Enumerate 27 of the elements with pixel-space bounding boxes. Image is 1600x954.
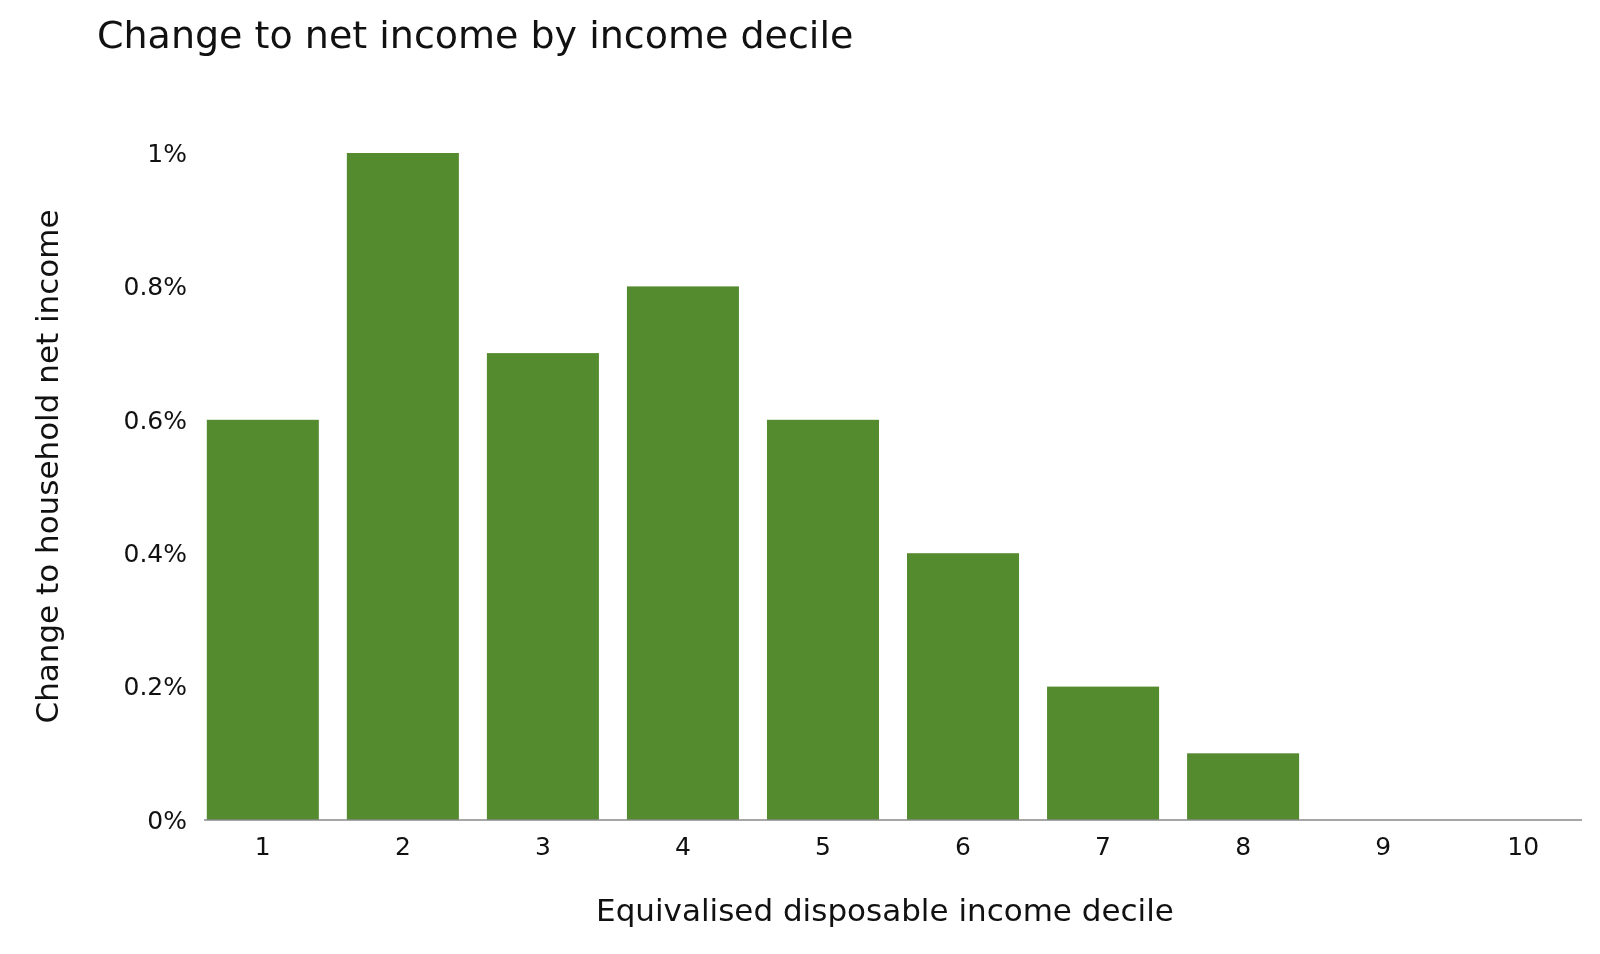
y-tick-label: 0.6% [123, 405, 187, 435]
bar [766, 419, 879, 820]
y-tick-label: 0.2% [123, 672, 187, 702]
x-tick-label: 7 [1095, 832, 1112, 861]
bar [1187, 753, 1300, 820]
chart-title: Change to net income by income decile [97, 13, 854, 57]
y-tick-label: 0% [147, 805, 187, 835]
x-axis-title: Equivalised disposable income decile [596, 892, 1174, 928]
x-tick-label: 9 [1375, 832, 1392, 861]
y-tick-label: 1% [147, 138, 187, 168]
x-tick-label: 10 [1507, 832, 1540, 861]
y-tick-label: 0.4% [123, 538, 187, 568]
x-tick-label: 2 [394, 832, 411, 861]
bar [486, 353, 599, 820]
bar [626, 286, 739, 820]
bar [346, 153, 459, 820]
bar [907, 553, 1020, 820]
x-tick-label: 5 [815, 832, 831, 861]
x-tick-label: 3 [534, 832, 551, 861]
x-tick-label: 6 [955, 832, 971, 861]
x-tick-label: 1 [254, 832, 271, 861]
y-axis-title: Change to household net income [29, 209, 65, 724]
x-tick-label: 8 [1235, 832, 1252, 861]
bar [1047, 686, 1160, 820]
bar [206, 419, 319, 820]
y-tick-label: 0.8% [123, 272, 187, 302]
x-tick-label: 4 [674, 832, 691, 861]
